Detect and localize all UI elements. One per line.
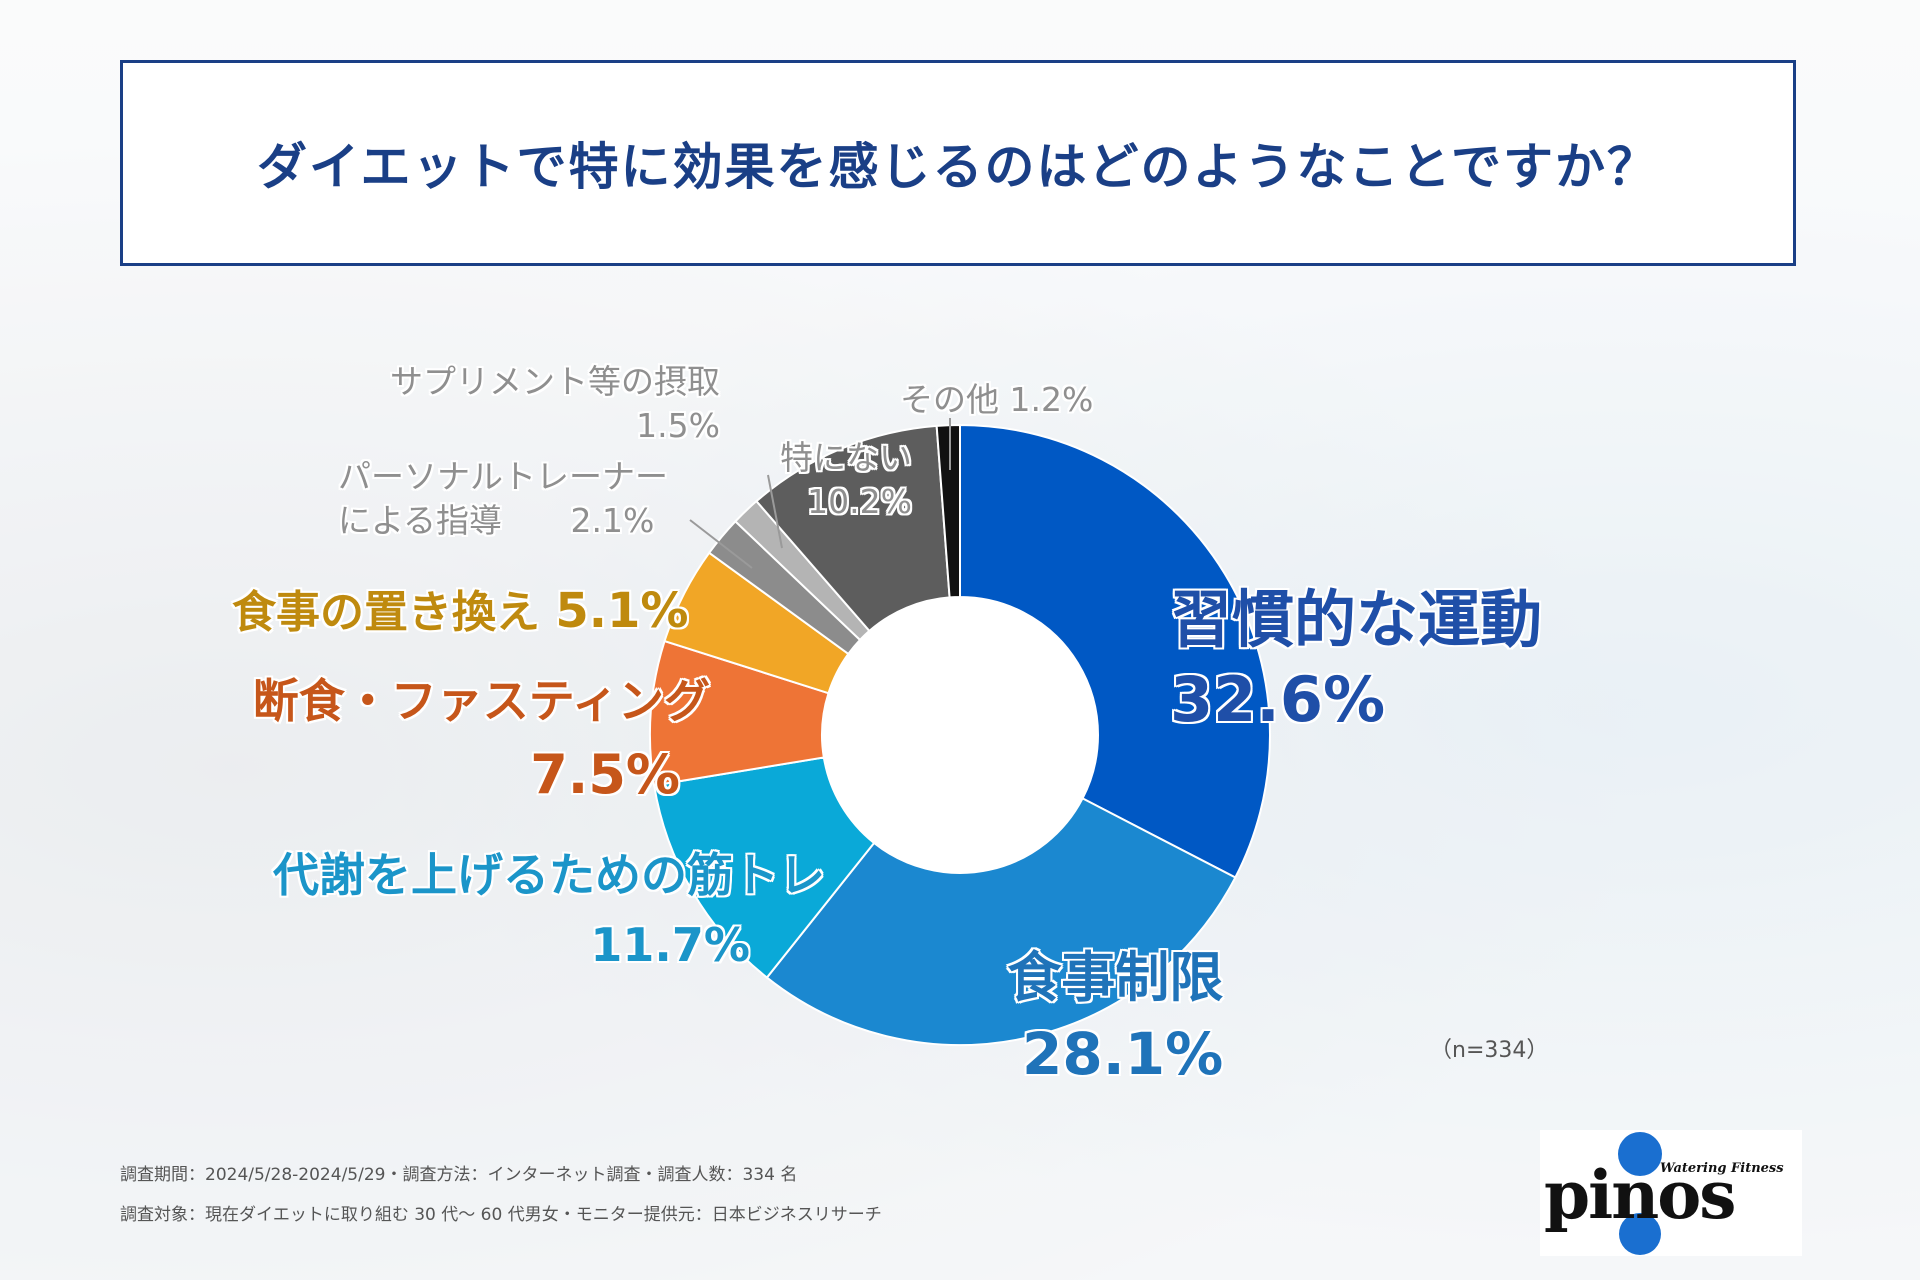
label-exercise: 習慣的な運動 32.6% [1170,580,1542,740]
chart-title: ダイエットで特に効果を感じるのはどのようなことですか？ [257,138,1659,196]
label-diet: 食事制限 28.1% [972,940,1223,1092]
label-other-name: その他 [900,380,999,419]
title-box: ダイエットで特に効果を感じるのはどのようなことですか？ [120,60,1796,266]
donut-hole [822,597,1098,873]
label-muscle: 代謝を上げるための筋トレ 11.7% [250,840,825,980]
label-fasting-pct: 7.5% [530,743,680,806]
label-diet-pct: 28.1% [1022,1020,1224,1088]
leader-line-trainer [689,519,753,569]
label-exercise-name: 習慣的な運動 [1170,583,1543,656]
sample-size: （n=334） [1430,1038,1549,1063]
label-supp-pct: 1.5% [636,406,720,445]
pinos-logo: Watering Fitness pinos [1540,1130,1802,1256]
label-muscle-pct: 11.7% [590,918,750,972]
footnote-survey-method: 調査期間：2024/5/28-2024/5/29・調査方法：インターネット調査・… [120,1165,798,1185]
label-muscle-name: 代謝を上げるための筋トレ [273,848,825,902]
footnote-survey-target: 調査対象：現在ダイエットに取り組む 30 代～ 60 代男女・モニター提供元：日… [120,1205,882,1225]
label-none: 特にない 10.2% [780,436,912,524]
label-supp-name: サプリメント等の摂取 [390,362,720,401]
label-replace-pct: 5.1% [555,583,689,639]
label-none-pct: 10.2% [807,482,912,521]
label-other: その他 1.2% [900,378,1093,422]
leader-line-supp [767,474,783,549]
label-exercise-pct: 32.6% [1170,663,1386,736]
label-trainer-name-line1: パーソナルトレーナー [338,457,668,496]
logo-tagline: Watering Fitness [1660,1161,1784,1176]
label-trainer-pct: 2.1% [570,501,655,540]
label-fasting-name: 断食・ファスティング [252,674,710,728]
label-replace-name: 食事の置き換え [232,587,540,638]
label-trainer-name2: による指導 [338,501,503,540]
label-trainer: パーソナルトレーナー による指導 2.1% [338,455,668,543]
label-trainer-name-line2: による指導 2.1% [338,499,668,543]
label-none-name: 特にない [780,438,912,477]
label-replace: 食事の置き換え 5.1% [232,576,688,640]
label-other-pct: 1.2% [1009,380,1094,419]
logo-wordmark: pinos [1544,1156,1734,1234]
label-diet-name: 食事制限 [1007,946,1224,1009]
label-fasting: 断食・ファスティング 7.5% [210,664,710,812]
label-supp: サプリメント等の摂取 1.5% [390,360,720,448]
